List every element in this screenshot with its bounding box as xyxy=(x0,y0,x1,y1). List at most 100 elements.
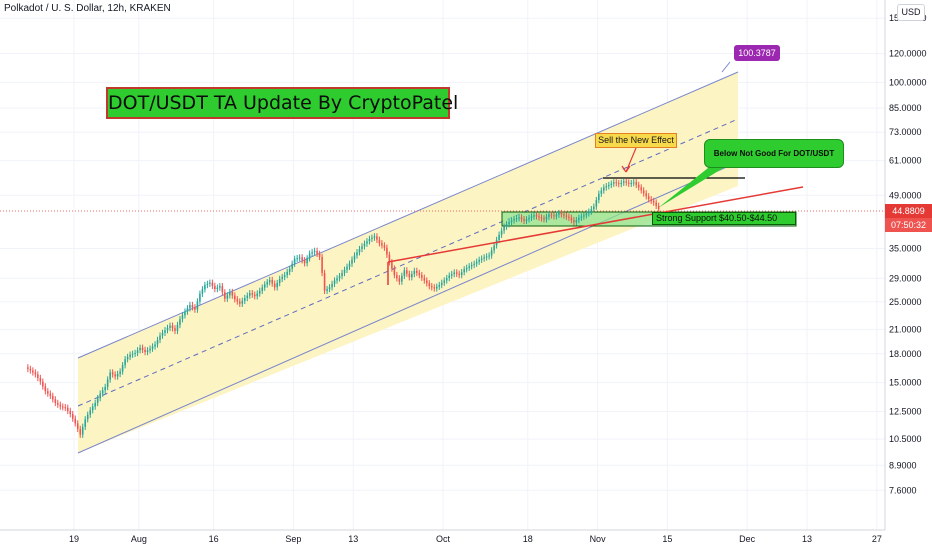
x-tick-label: 15 xyxy=(662,534,672,544)
candle-body xyxy=(273,283,276,288)
candle-body xyxy=(42,381,44,387)
candle-body xyxy=(612,182,615,184)
y-tick-label: 12.5000 xyxy=(889,407,922,417)
candle-body xyxy=(503,226,505,231)
candle-body xyxy=(326,289,328,291)
candle-body xyxy=(181,315,184,320)
candle-body xyxy=(131,353,134,355)
currency-label[interactable]: USD xyxy=(897,4,925,21)
candle-body xyxy=(510,220,513,222)
candle-body xyxy=(647,196,650,200)
candle-body xyxy=(199,293,201,302)
candle-body xyxy=(470,264,473,267)
x-tick-label: Nov xyxy=(590,534,607,544)
candle-body xyxy=(331,283,333,288)
candle-body xyxy=(214,285,216,290)
candle-body xyxy=(528,217,530,220)
candle-body xyxy=(388,254,391,263)
y-tick-label: 85.0000 xyxy=(889,103,922,113)
channel-midline xyxy=(77,118,739,407)
candle-body xyxy=(184,311,186,316)
candle-body xyxy=(296,258,298,260)
candle-body xyxy=(463,269,465,273)
y-tick-label: 15.0000 xyxy=(889,378,922,388)
candle-body xyxy=(308,253,311,259)
candle-body xyxy=(243,298,246,301)
candle-body xyxy=(550,214,553,216)
x-tick-label: 27 xyxy=(872,534,882,544)
candle-body xyxy=(493,245,495,251)
candle-body xyxy=(281,276,283,279)
candle-body xyxy=(288,268,291,272)
candle-body xyxy=(293,258,296,264)
candle-body xyxy=(425,280,428,284)
candle-body xyxy=(568,216,570,218)
candle-body xyxy=(578,217,580,221)
candle-body xyxy=(617,183,620,185)
y-axis: 150.0000120.0000100.000085.000073.000061… xyxy=(889,13,927,495)
candle-body xyxy=(119,371,121,374)
candle-body xyxy=(121,365,124,372)
candle-body xyxy=(353,255,356,260)
candle-body xyxy=(219,286,221,288)
candle-body xyxy=(109,372,111,380)
candle-body xyxy=(71,414,74,419)
candle-body xyxy=(253,294,256,297)
candle-body xyxy=(74,418,77,424)
candle-body xyxy=(174,328,176,331)
candle-body xyxy=(460,272,463,276)
candle-body xyxy=(49,393,52,396)
candle-body xyxy=(27,367,29,369)
candle-body xyxy=(348,263,351,267)
candle-body xyxy=(378,239,381,244)
candle-body xyxy=(445,278,448,281)
candle-body xyxy=(585,213,588,216)
candle-body xyxy=(563,214,565,216)
candle-body xyxy=(224,292,226,299)
candle-body xyxy=(453,272,456,275)
x-tick-label: Dec xyxy=(739,534,756,544)
y-tick-label: 61.0000 xyxy=(889,156,922,166)
candle-body xyxy=(468,266,470,268)
candle-body xyxy=(363,243,366,247)
candle-body xyxy=(79,428,82,435)
candle-body xyxy=(76,423,79,429)
candle-body xyxy=(553,215,555,217)
y-tick-label: 120.0000 xyxy=(889,49,927,59)
candle-body xyxy=(545,216,548,220)
candle-body xyxy=(144,349,146,353)
candle-body xyxy=(303,260,306,264)
candle-body xyxy=(413,270,416,275)
candle-body xyxy=(421,275,423,278)
candle-body xyxy=(146,350,149,353)
current-price-tag: 44.8809 xyxy=(885,204,932,218)
candle-body xyxy=(595,200,598,207)
candle-body xyxy=(416,270,418,273)
candle-body xyxy=(206,283,209,285)
candle-body xyxy=(39,377,42,382)
candle-body xyxy=(114,374,116,377)
candle-body xyxy=(383,245,386,248)
candle-body xyxy=(465,267,468,270)
candle-body xyxy=(535,215,538,217)
candle-body xyxy=(211,282,214,286)
candle-body xyxy=(538,216,540,218)
y-tick-label: 73.0000 xyxy=(889,127,922,137)
candle-body xyxy=(610,183,613,185)
candle-body xyxy=(523,219,525,221)
candle-body xyxy=(161,332,164,336)
candle-body xyxy=(478,259,480,262)
candle-body xyxy=(625,181,628,183)
candle-body xyxy=(411,274,413,278)
x-tick-label: Aug xyxy=(131,534,147,544)
candle-body xyxy=(248,293,251,296)
candle-body xyxy=(258,290,261,294)
candle-body xyxy=(371,237,373,239)
candle-body xyxy=(124,359,126,366)
candle-body xyxy=(386,247,388,255)
candle-body xyxy=(570,217,573,221)
candle-body xyxy=(455,272,458,274)
title-annotation: DOT/USDT TA Update By CryptoPatel xyxy=(106,87,458,119)
candle-body xyxy=(126,356,129,360)
